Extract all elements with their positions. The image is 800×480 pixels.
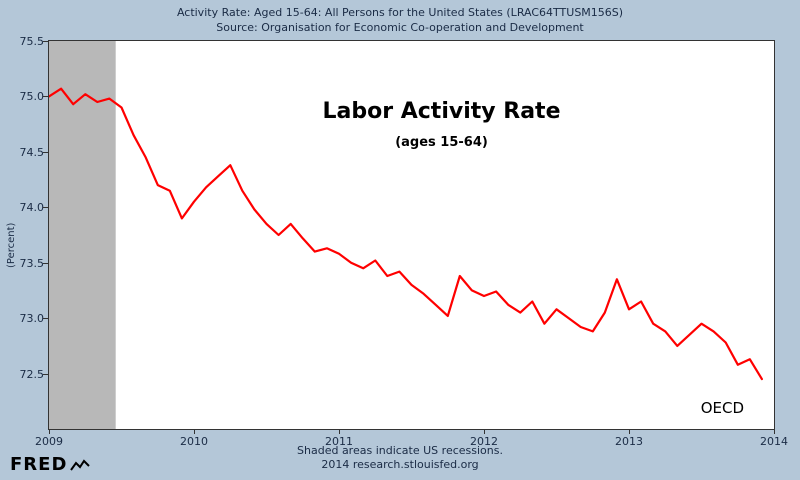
chart-footer: Shaded areas indicate US recessions. 201…: [0, 444, 800, 472]
x-tick-mark: [774, 430, 775, 434]
x-tick-label: 2010: [180, 435, 208, 448]
data-line: [49, 87, 764, 381]
x-tick-mark: [194, 430, 195, 434]
chart-title: Labor Activity Rate: [322, 99, 561, 124]
y-tick-label: 75.0: [19, 90, 45, 104]
y-tick-label: 74.5: [19, 145, 45, 159]
x-tick-label: 2009: [35, 435, 63, 448]
y-tick-mark: [43, 41, 48, 42]
fred-logo-chart-icon: [70, 458, 91, 471]
y-tick-label: 72.5: [19, 367, 45, 381]
x-tick-mark: [484, 430, 485, 434]
chart-header-source: Source: Organisation for Economic Co-ope…: [216, 21, 584, 34]
plot-area: Labor Activity Rate (ages 15-64) OECD: [48, 40, 775, 430]
x-tick-label: 2012: [470, 435, 498, 448]
x-tick-label: 2013: [615, 435, 643, 448]
y-tick-mark: [43, 96, 48, 98]
attribution: 2014 research.stlouisfed.org: [321, 458, 479, 471]
x-tick-mark: [339, 430, 340, 434]
fred-logo: FRED: [10, 454, 91, 475]
chart-header: Activity Rate: Aged 15-64: All Persons f…: [0, 5, 800, 35]
y-tick-mark: [43, 373, 48, 375]
y-tick-label: 73.0: [19, 312, 45, 326]
y-tick-mark: [43, 207, 48, 209]
y-tick-mark: [43, 262, 48, 264]
x-tick-mark: [49, 430, 50, 434]
recession-note: Shaded areas indicate US recessions.: [297, 444, 503, 457]
x-tick-label: 2014: [760, 435, 788, 448]
oecd-watermark: OECD: [700, 399, 744, 417]
chart-header-title: Activity Rate: Aged 15-64: All Persons f…: [176, 6, 624, 19]
fred-logo-text: FRED: [10, 454, 68, 475]
y-tick-label: 73.5: [19, 256, 45, 270]
y-tick-label: 74.0: [19, 201, 45, 215]
x-tick-label: 2011: [325, 435, 353, 448]
y-tick-label: 75.5: [19, 35, 45, 48]
chart-canvas: [49, 41, 764, 429]
recession-band: [49, 41, 116, 429]
chart-subtitle: (ages 15-64): [395, 135, 488, 150]
y-tick-mark: [43, 151, 48, 153]
x-tick-mark: [629, 430, 630, 434]
y-tick-mark: [43, 318, 48, 320]
